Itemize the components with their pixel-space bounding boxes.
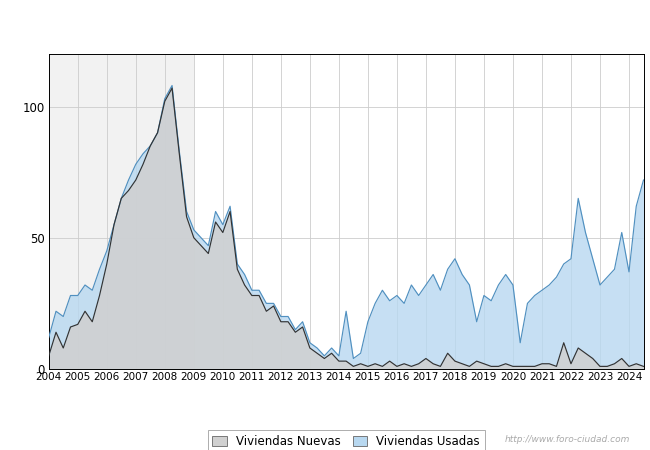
Text: http://www.foro-ciudad.com: http://www.foro-ciudad.com <box>505 435 630 444</box>
Bar <box>49 54 194 369</box>
Legend: Viviendas Nuevas, Viviendas Usadas: Viviendas Nuevas, Viviendas Usadas <box>208 431 484 450</box>
Text: La Roda - Evolucion del Nº de Transacciones Inmobiliarias: La Roda - Evolucion del Nº de Transaccio… <box>114 14 536 29</box>
